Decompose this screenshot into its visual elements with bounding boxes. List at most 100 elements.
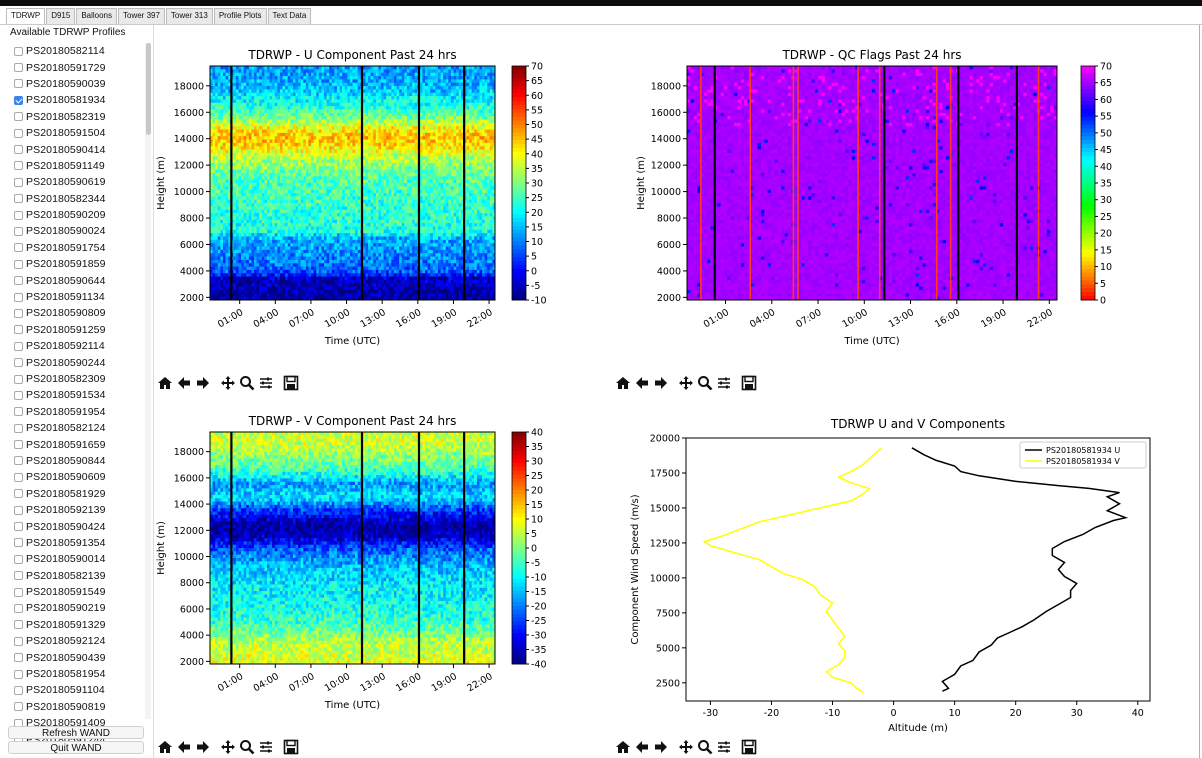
profile-item[interactable]: PS20180592114 [14,338,144,354]
quit-wand-button[interactable]: Quit WAND [8,741,144,754]
profile-item[interactable]: PS20180581929 [14,486,144,502]
profile-checkbox[interactable] [14,702,23,712]
profile-item[interactable]: PS20180590414 [14,141,144,157]
profile-checkbox[interactable] [14,505,23,515]
profile-checkbox[interactable] [14,374,23,384]
profile-checkbox[interactable] [14,358,23,368]
profile-item[interactable]: PS20180590619 [14,174,144,190]
profile-item[interactable]: PS20180591354 [14,535,144,551]
profile-item[interactable]: PS20180591859 [14,256,144,272]
profile-item[interactable]: PS20180590844 [14,453,144,469]
profile-item[interactable]: PS20180591729 [14,59,144,75]
profile-item[interactable]: PS20180582139 [14,568,144,584]
profile-checkbox[interactable] [14,292,23,302]
profile-checkbox[interactable] [14,226,23,236]
profile-checkbox[interactable] [14,243,23,253]
profile-checkbox[interactable] [14,423,23,433]
profile-checkbox[interactable] [14,554,23,564]
profile-checkbox[interactable] [14,308,23,318]
profile-checkbox[interactable] [14,95,23,105]
profile-item[interactable]: PS20180590209 [14,207,144,223]
profile-item[interactable]: PS20180591104 [14,682,144,698]
profile-checkbox[interactable] [14,194,23,204]
profile-checkbox[interactable] [14,276,23,286]
profile-item[interactable]: PS20180590644 [14,272,144,288]
profile-checkbox[interactable] [14,210,23,220]
profile-checkbox[interactable] [14,145,23,155]
profile-item[interactable]: PS20180582344 [14,191,144,207]
heatmap-cell [298,223,302,227]
profile-list-scrollbar[interactable] [145,43,151,719]
profile-checkbox[interactable] [14,653,23,663]
profile-item[interactable]: PS20180582309 [14,371,144,387]
profile-checkbox[interactable] [14,390,23,400]
profile-item[interactable]: PS20180591134 [14,289,144,305]
profile-item[interactable]: PS20180590819 [14,699,144,715]
profile-item[interactable]: PS20180591259 [14,322,144,338]
heatmap-cell [303,116,307,120]
profile-checkbox[interactable] [14,636,23,646]
profile-checkbox[interactable] [14,440,23,450]
profile-item[interactable]: PS20180590439 [14,649,144,665]
profile-item[interactable]: PS20180591534 [14,387,144,403]
profile-checkbox[interactable] [14,128,23,138]
profile-checkbox[interactable] [14,522,23,532]
profile-checkbox[interactable] [14,407,23,417]
profile-checkbox[interactable] [14,341,23,351]
profile-item[interactable]: PS20180591149 [14,158,144,174]
profile-item[interactable]: PS20180590424 [14,518,144,534]
tab-text-data[interactable]: Text Data [267,8,312,24]
profile-item[interactable]: PS20180590609 [14,469,144,485]
profile-item[interactable]: PS20180591504 [14,125,144,141]
profile-checkbox[interactable] [14,325,23,335]
tab-tower-397[interactable]: Tower 397 [118,8,165,24]
profile-checkbox[interactable] [14,259,23,269]
profile-item[interactable]: PS20180590014 [14,551,144,567]
profile-checkbox[interactable] [14,63,23,73]
tab-d915[interactable]: D915 [46,8,76,24]
profile-checkbox[interactable] [14,685,23,695]
profile-item[interactable]: PS20180582124 [14,420,144,436]
profile-checkbox[interactable] [14,472,23,482]
tab-tdrwp[interactable]: TDRWP [6,8,46,24]
profile-item[interactable]: PS20180590219 [14,600,144,616]
profile-checkbox[interactable] [14,79,23,89]
heatmap-cell [290,129,294,134]
heatmap-cell [349,209,353,214]
profile-checkbox[interactable] [14,603,23,613]
profile-checkbox[interactable] [14,456,23,466]
profile-item[interactable]: PS20180590039 [14,76,144,92]
profile-item[interactable]: PS20180581934 [14,92,144,108]
profile-item[interactable]: PS20180582319 [14,109,144,125]
profile-item[interactable]: PS20180582114 [14,43,144,59]
profile-item[interactable]: PS20180591549 [14,584,144,600]
profile-checkbox[interactable] [14,587,23,597]
profile-checkbox[interactable] [14,620,23,630]
profile-item[interactable]: PS20180591659 [14,436,144,452]
profile-item[interactable]: PS20180590024 [14,223,144,239]
profile-item[interactable]: PS20180590809 [14,305,144,321]
profile-item[interactable]: PS20180591329 [14,617,144,633]
profile-item[interactable]: PS20180591954 [14,404,144,420]
profile-checkbox[interactable] [14,46,23,56]
profile-checkbox[interactable] [14,112,23,122]
profile-item[interactable]: PS20180591754 [14,240,144,256]
profile-checkbox[interactable] [14,161,23,171]
profile-checkbox[interactable] [14,177,23,187]
heatmap-cell [235,243,239,247]
tab-profile-plots[interactable]: Profile Plots [213,8,267,24]
heatmap-cell [311,296,315,301]
profile-checkbox[interactable] [14,489,23,499]
profile-item[interactable]: PS20180592139 [14,502,144,518]
profile-checkbox[interactable] [14,669,23,679]
profile-item[interactable]: PS20180592124 [14,633,144,649]
profile-item[interactable]: PS20180581954 [14,666,144,682]
profile-checkbox[interactable] [14,571,23,581]
scrollbar-thumb[interactable] [146,43,151,135]
heatmap-cell [295,219,299,224]
tab-tower-313[interactable]: Tower 313 [165,8,213,24]
profile-checkbox[interactable] [14,538,23,548]
refresh-wand-button[interactable]: Refresh WAND [8,726,144,739]
tab-balloons[interactable]: Balloons [76,8,117,24]
profile-item[interactable]: PS20180590244 [14,354,144,370]
